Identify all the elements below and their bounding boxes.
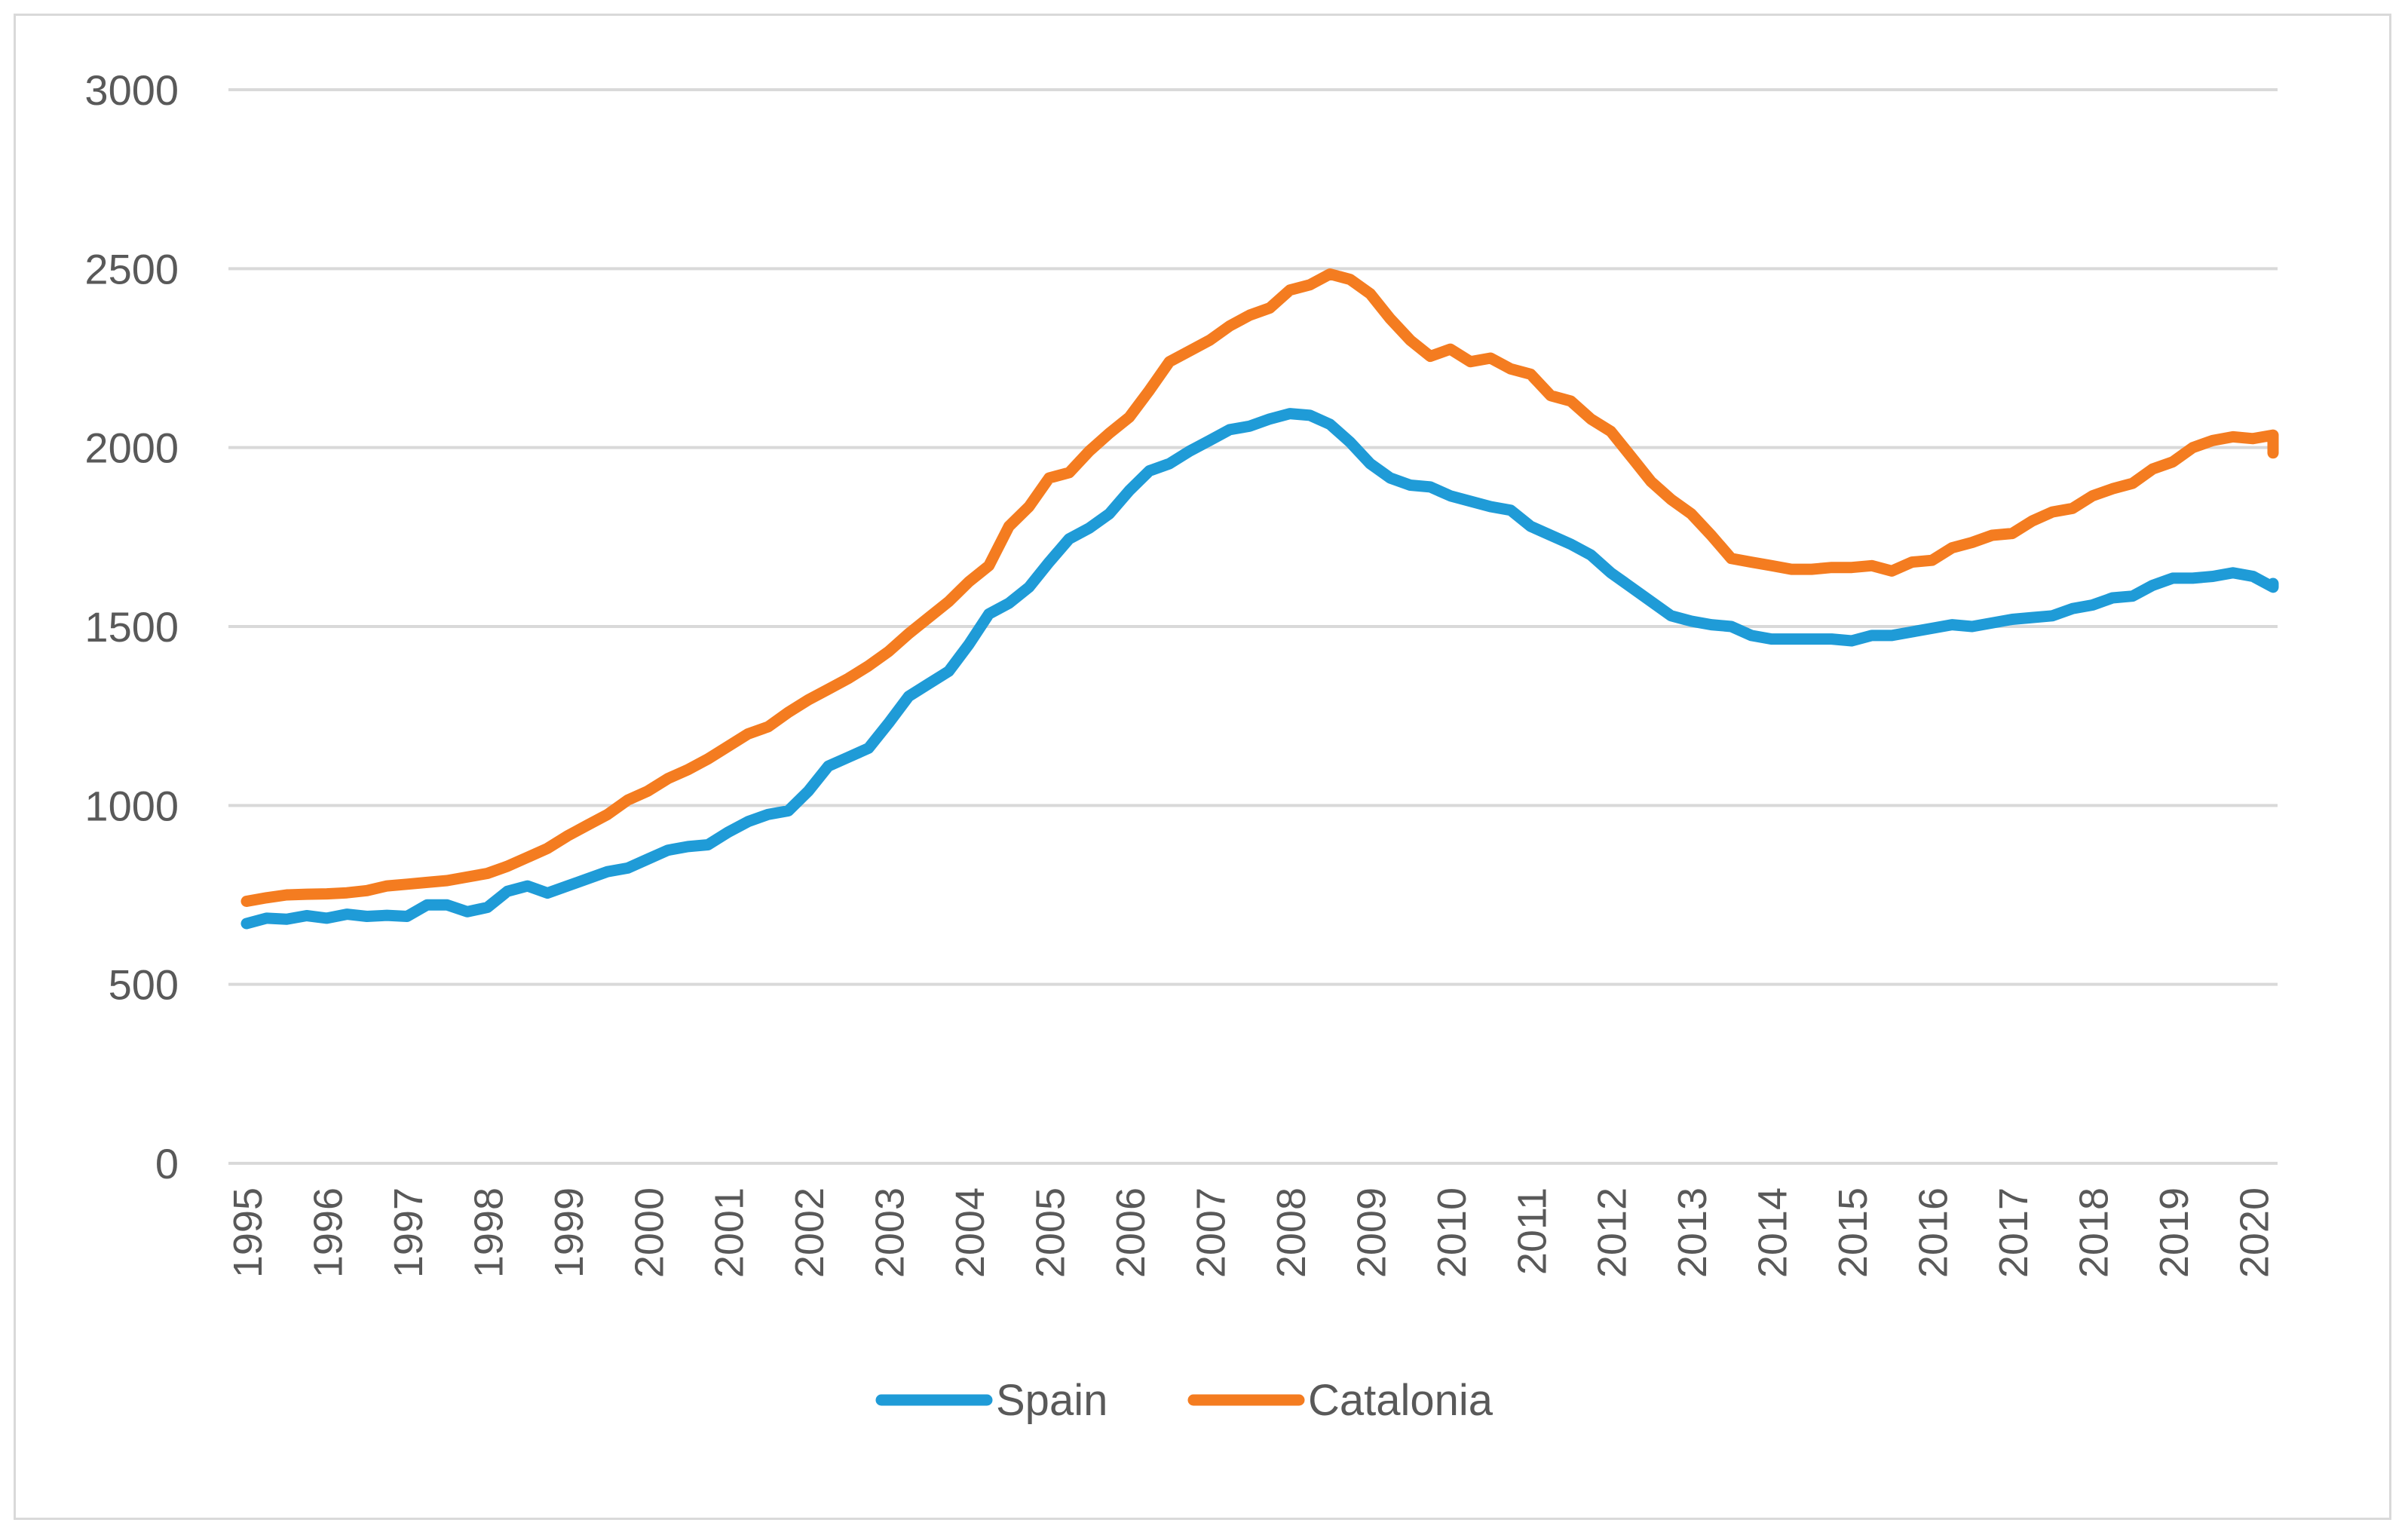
series-lines: [240, 268, 2279, 930]
x-tick-label: 2011: [1509, 1187, 1555, 1275]
x-tick-label: 2009: [1349, 1187, 1394, 1278]
x-tick-label: 2020: [2232, 1187, 2277, 1278]
x-tick-label: 2016: [1911, 1187, 1956, 1278]
x-tick-label: 1996: [305, 1187, 351, 1278]
x-tick-label: 2002: [787, 1187, 832, 1278]
x-tick-label: 2010: [1429, 1187, 1475, 1278]
x-tick-label: 1995: [225, 1187, 271, 1278]
x-tick-label: 2005: [1028, 1187, 1074, 1278]
x-tick-label: 2019: [2152, 1187, 2197, 1278]
y-tick-label: 2500: [84, 245, 179, 293]
x-tick-label: 2001: [707, 1187, 752, 1278]
series-line-spain: [240, 408, 2279, 930]
x-tick-label: 2004: [948, 1187, 993, 1278]
x-tick-label: 2008: [1269, 1187, 1314, 1278]
x-tick-label: 2006: [1108, 1187, 1153, 1278]
series-line-catalonia: [240, 268, 2279, 907]
x-tick-label: 2014: [1751, 1187, 1796, 1278]
legend-label-catalonia: Catalonia: [1308, 1376, 1494, 1425]
x-tick-label: 2015: [1831, 1187, 1876, 1278]
y-tick-label: 0: [155, 1140, 179, 1187]
y-tick-label: 500: [109, 961, 179, 1009]
x-tick-label: 2017: [1991, 1187, 2036, 1278]
gridlines: [228, 88, 2278, 986]
y-tick-label: 3000: [84, 66, 179, 114]
x-axis-ticks: 1995 1996 1997 1998 1999 2000 2001 2002 2003 2004…: [225, 1187, 2277, 1278]
y-tick-label: 1000: [84, 782, 179, 829]
y-tick-label: 1500: [84, 603, 179, 651]
x-tick-label: 1999: [547, 1187, 592, 1278]
legend-label-spain: Spain: [996, 1376, 1107, 1425]
x-tick-label: 2018: [2071, 1187, 2116, 1278]
y-tick-label: 2000: [84, 424, 179, 472]
x-tick-label: 2007: [1188, 1187, 1233, 1278]
x-tick-label: 2000: [627, 1187, 672, 1278]
y-axis-ticks: 0 500 1000 1500 2000 2500 3000: [84, 66, 179, 1187]
legend: Spain Catalonia: [875, 1376, 1494, 1425]
chart-frame: 0 500 1000 1500 2000 2500 3000 1995 1996 1997 199…: [14, 14, 2391, 1520]
x-tick-label: 1997: [386, 1187, 431, 1278]
x-tick-label: 1998: [466, 1187, 511, 1278]
x-tick-label: 2003: [868, 1187, 913, 1278]
x-tick-label: 2012: [1590, 1187, 1635, 1278]
x-tick-label: 2013: [1670, 1187, 1715, 1278]
